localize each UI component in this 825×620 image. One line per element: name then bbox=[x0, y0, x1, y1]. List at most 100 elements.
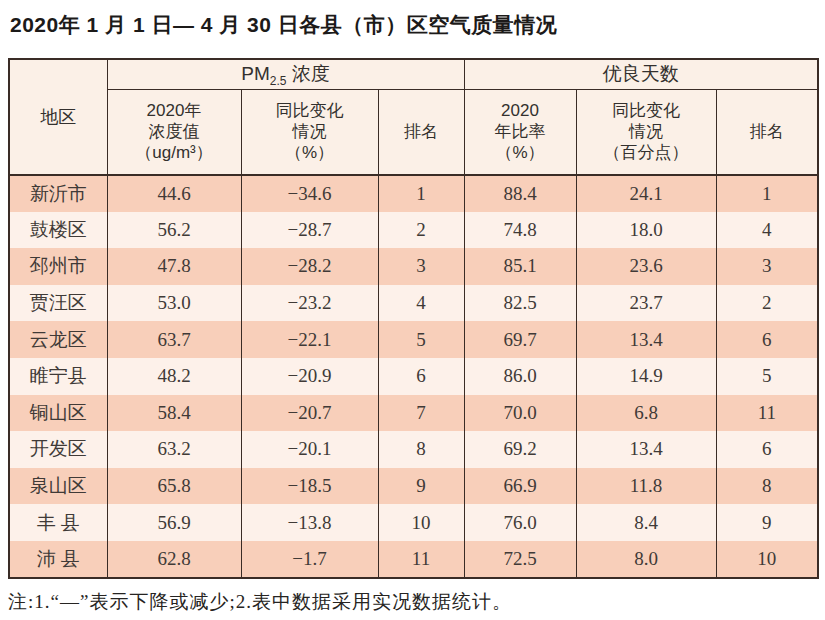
cell-gd-change: 13.4 bbox=[576, 321, 716, 358]
cell-gd-change: 24.1 bbox=[576, 175, 716, 212]
cell-pm-value: 56.2 bbox=[107, 212, 241, 249]
cell-pm-change: −18.5 bbox=[241, 468, 378, 505]
cell-pm-change: −13.8 bbox=[241, 504, 378, 541]
pm25-prefix: PM bbox=[241, 63, 270, 84]
cell-gd-rank: 10 bbox=[716, 541, 818, 578]
header-pm-value: 2020年 浓度值 （ug/m³） bbox=[107, 89, 241, 175]
table-row: 云龙区63.7−22.1569.713.46 bbox=[9, 321, 818, 358]
cell-region: 邳州市 bbox=[9, 248, 107, 285]
cell-gd-ratio: 76.0 bbox=[464, 504, 576, 541]
cell-region: 沛 县 bbox=[9, 541, 107, 578]
cell-pm-value: 63.7 bbox=[107, 321, 241, 358]
cell-gd-ratio: 66.9 bbox=[464, 468, 576, 505]
table-row: 鼓楼区56.2−28.7274.818.04 bbox=[9, 212, 818, 249]
cell-gd-rank: 6 bbox=[716, 431, 818, 468]
cell-gd-rank: 8 bbox=[716, 468, 818, 505]
table-body: 新沂市44.6−34.6188.424.11鼓楼区56.2−28.7274.81… bbox=[9, 175, 818, 578]
cell-gd-ratio: 69.7 bbox=[464, 321, 576, 358]
table-row: 开发区63.2−20.1869.213.46 bbox=[9, 431, 818, 468]
cell-pm-change: −1.7 bbox=[241, 541, 378, 578]
cell-region: 新沂市 bbox=[9, 175, 107, 212]
cell-pm-value: 48.2 bbox=[107, 358, 241, 395]
table-header: 地区 PM2.5 浓度 优良天数 2020年 浓度值 （ug/m³） 同比变化 … bbox=[9, 59, 818, 175]
table-row: 丰 县56.9−13.81076.08.49 bbox=[9, 504, 818, 541]
cell-gd-ratio: 88.4 bbox=[464, 175, 576, 212]
cell-gd-rank: 11 bbox=[716, 395, 818, 432]
cell-region: 鼓楼区 bbox=[9, 212, 107, 249]
cell-gd-rank: 4 bbox=[716, 212, 818, 249]
cell-pm-change: −23.2 bbox=[241, 285, 378, 322]
table-row: 睢宁县48.2−20.9686.014.95 bbox=[9, 358, 818, 395]
cell-gd-ratio: 82.5 bbox=[464, 285, 576, 322]
cell-gd-ratio: 86.0 bbox=[464, 358, 576, 395]
cell-pm-rank: 3 bbox=[378, 248, 464, 285]
page-title: 2020年 1 月 1 日— 4 月 30 日各县（市）区空气质量情况 bbox=[10, 12, 817, 38]
cell-gd-change: 13.4 bbox=[576, 431, 716, 468]
header-gd-rank: 排名 bbox=[716, 89, 818, 175]
cell-pm-rank: 4 bbox=[378, 285, 464, 322]
cell-pm-value: 47.8 bbox=[107, 248, 241, 285]
air-quality-table: 地区 PM2.5 浓度 优良天数 2020年 浓度值 （ug/m³） 同比变化 … bbox=[8, 58, 819, 579]
header-line: 情况 bbox=[242, 121, 378, 142]
cell-gd-change: 6.8 bbox=[576, 395, 716, 432]
footnote: 注:1.“—”表示下降或减少;2.表中数据采用实况数据统计。 bbox=[8, 589, 817, 615]
table-row: 邳州市47.8−28.2385.123.63 bbox=[9, 248, 818, 285]
table-row: 贾汪区53.0−23.2482.523.72 bbox=[9, 285, 818, 322]
cell-gd-rank: 6 bbox=[716, 321, 818, 358]
cell-pm-change: −28.7 bbox=[241, 212, 378, 249]
header-group-pm25: PM2.5 浓度 bbox=[107, 59, 464, 89]
table-row: 铜山区58.4−20.7770.06.811 bbox=[9, 395, 818, 432]
cell-pm-change: −20.9 bbox=[241, 358, 378, 395]
header-sub-row: 2020年 浓度值 （ug/m³） 同比变化 情况 （%） 排名 2020 年比… bbox=[9, 89, 818, 175]
cell-region: 贾汪区 bbox=[9, 285, 107, 322]
cell-gd-change: 8.4 bbox=[576, 504, 716, 541]
cell-gd-ratio: 69.2 bbox=[464, 431, 576, 468]
cell-pm-value: 56.9 bbox=[107, 504, 241, 541]
header-line: 2020年 bbox=[108, 100, 241, 121]
cell-gd-ratio: 70.0 bbox=[464, 395, 576, 432]
header-line: 浓度值 bbox=[108, 121, 241, 142]
cell-gd-change: 23.6 bbox=[576, 248, 716, 285]
cell-gd-rank: 9 bbox=[716, 504, 818, 541]
cell-region: 云龙区 bbox=[9, 321, 107, 358]
table-row: 泉山区65.8−18.5966.911.88 bbox=[9, 468, 818, 505]
page: 2020年 1 月 1 日— 4 月 30 日各县（市）区空气质量情况 地区 P… bbox=[0, 0, 825, 615]
cell-gd-change: 14.9 bbox=[576, 358, 716, 395]
header-group-good-days: 优良天数 bbox=[464, 59, 818, 89]
cell-pm-rank: 11 bbox=[378, 541, 464, 578]
header-line: 同比变化 bbox=[242, 100, 378, 121]
cell-gd-change: 8.0 bbox=[576, 541, 716, 578]
header-line: 2020 bbox=[465, 100, 576, 121]
header-line: 年比率 bbox=[465, 121, 576, 142]
cell-pm-rank: 2 bbox=[378, 212, 464, 249]
cell-pm-rank: 8 bbox=[378, 431, 464, 468]
header-line: （%） bbox=[465, 142, 576, 163]
cell-gd-change: 18.0 bbox=[576, 212, 716, 249]
cell-region: 丰 县 bbox=[9, 504, 107, 541]
header-line: （百分点） bbox=[577, 142, 716, 163]
header-pm-change: 同比变化 情况 （%） bbox=[241, 89, 378, 175]
cell-pm-change: −22.1 bbox=[241, 321, 378, 358]
cell-pm-change: −20.1 bbox=[241, 431, 378, 468]
header-gd-ratio: 2020 年比率 （%） bbox=[464, 89, 576, 175]
cell-pm-value: 62.8 bbox=[107, 541, 241, 578]
table-row: 沛 县62.8−1.71172.58.010 bbox=[9, 541, 818, 578]
cell-pm-value: 65.8 bbox=[107, 468, 241, 505]
cell-gd-rank: 1 bbox=[716, 175, 818, 212]
header-line: 情况 bbox=[577, 121, 716, 142]
cell-pm-rank: 10 bbox=[378, 504, 464, 541]
cell-gd-change: 23.7 bbox=[576, 285, 716, 322]
cell-gd-rank: 3 bbox=[716, 248, 818, 285]
header-line: （%） bbox=[242, 142, 378, 163]
header-gd-change: 同比变化 情况 （百分点） bbox=[576, 89, 716, 175]
cell-gd-rank: 5 bbox=[716, 358, 818, 395]
cell-pm-rank: 7 bbox=[378, 395, 464, 432]
header-line: （ug/m³） bbox=[108, 142, 241, 163]
cell-pm-change: −20.7 bbox=[241, 395, 378, 432]
cell-pm-rank: 1 bbox=[378, 175, 464, 212]
pm25-suffix: 浓度 bbox=[286, 63, 329, 84]
header-line: 同比变化 bbox=[577, 100, 716, 121]
cell-pm-value: 63.2 bbox=[107, 431, 241, 468]
header-region: 地区 bbox=[9, 59, 107, 175]
cell-pm-rank: 5 bbox=[378, 321, 464, 358]
